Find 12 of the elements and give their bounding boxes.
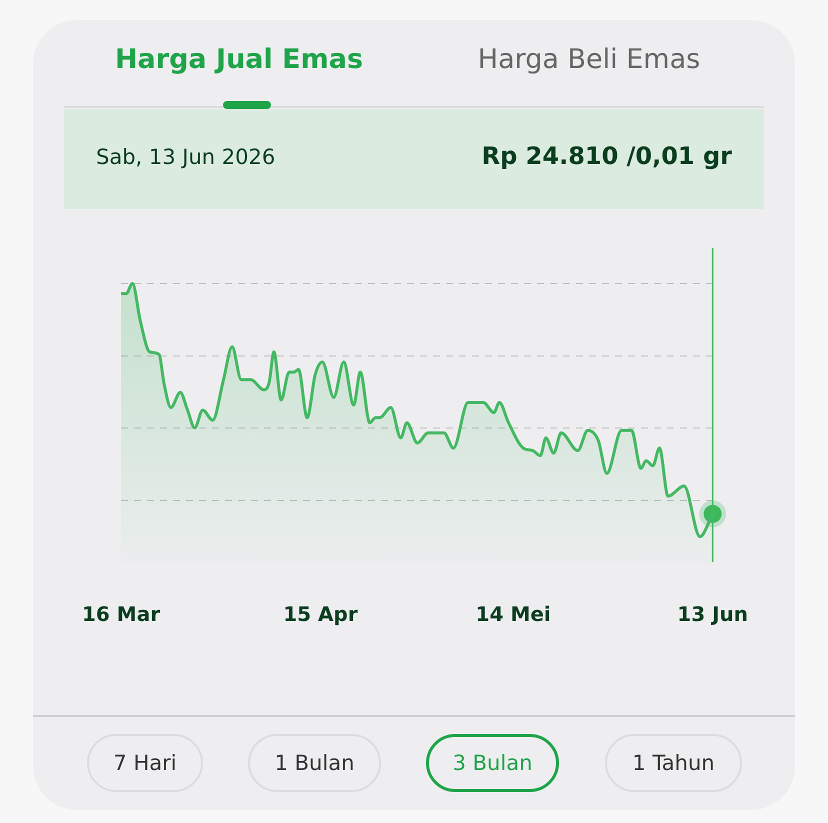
- x-tick-label: 14 Mei: [476, 602, 551, 626]
- text: 7 Hari: [87, 734, 203, 792]
- x-tick-label: 16 Mar: [82, 602, 160, 626]
- text: Rp 24.810 /0,01 gr: [482, 142, 732, 170]
- text: Harga Beli Emas: [476, 44, 702, 75]
- text: Sab, 13 Jun 2026: [96, 145, 276, 169]
- text: 1 Tahun: [605, 734, 742, 792]
- text: 1 Bulan: [248, 734, 381, 792]
- chart-title: Harga Jual Emas: [114, 44, 364, 75]
- x-tick-label: 15 Apr: [283, 602, 358, 626]
- text: 3 Bulan: [426, 734, 559, 792]
- x-tick-label: 13 Jun: [677, 602, 748, 626]
